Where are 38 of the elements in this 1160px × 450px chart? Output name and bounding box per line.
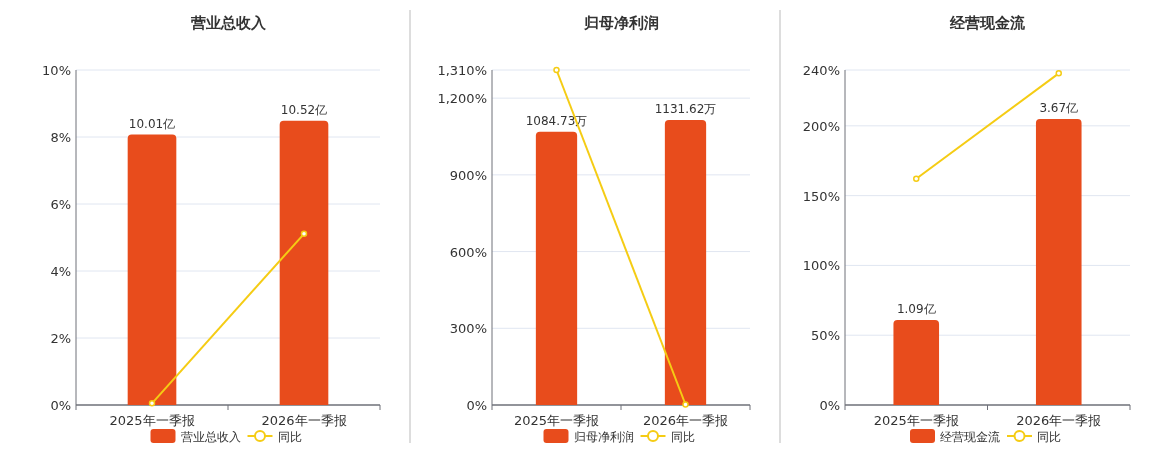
y-tick-label: 2% — [50, 331, 71, 346]
y-tick-label: 4% — [50, 264, 71, 279]
y-tick-label: 100% — [802, 258, 840, 274]
y-tick-label: 0% — [50, 398, 71, 413]
y-tick-label: 10% — [42, 63, 71, 78]
chart-title: 归母净利润 — [582, 14, 659, 32]
y-tick-label: 50% — [811, 328, 840, 344]
y-tick-label: 0% — [466, 398, 487, 413]
legend-label: 经营现金流 — [940, 429, 1000, 444]
legend-label: 同比 — [670, 429, 695, 444]
chart-title: 营业总收入 — [189, 14, 267, 32]
y-tick-label: 1,310% — [437, 63, 487, 78]
legend-label: 同比 — [277, 429, 302, 444]
y-tick-label: 200% — [802, 118, 840, 134]
y-tick-label: 0% — [819, 398, 840, 413]
data-label: 3.67亿 — [1039, 101, 1079, 116]
x-tick-label: 2026年一季报 — [261, 413, 347, 428]
legend-label: 营业总收入 — [180, 429, 241, 444]
data-label: 1.09亿 — [896, 302, 936, 317]
y-tick-label: 600% — [449, 244, 487, 260]
x-tick-label: 2025年一季报 — [109, 413, 195, 428]
y-tick-label: 6% — [50, 197, 71, 212]
data-label: 10.01亿 — [128, 116, 176, 131]
x-tick-label: 2026年一季报 — [642, 413, 729, 428]
data-label: 1131.62万 — [654, 101, 717, 116]
legend-label: 归母净利润 — [573, 429, 634, 444]
y-tick-label: 900% — [449, 167, 487, 183]
x-tick-label: 2026年一季报 — [1016, 413, 1102, 428]
y-tick-label: 1,200% — [437, 91, 487, 107]
data-label: 10.52亿 — [280, 102, 328, 117]
legend-label: 同比 — [1037, 429, 1061, 444]
x-tick-label: 2025年一季报 — [513, 413, 600, 428]
y-tick-label: 8% — [50, 130, 71, 145]
y-tick-label: 300% — [449, 321, 487, 337]
chart-title: 经营现金流 — [949, 14, 1026, 32]
y-tick-label: 240% — [802, 63, 840, 78]
x-tick-label: 2025年一季报 — [873, 413, 959, 428]
y-tick-label: 150% — [802, 188, 840, 204]
